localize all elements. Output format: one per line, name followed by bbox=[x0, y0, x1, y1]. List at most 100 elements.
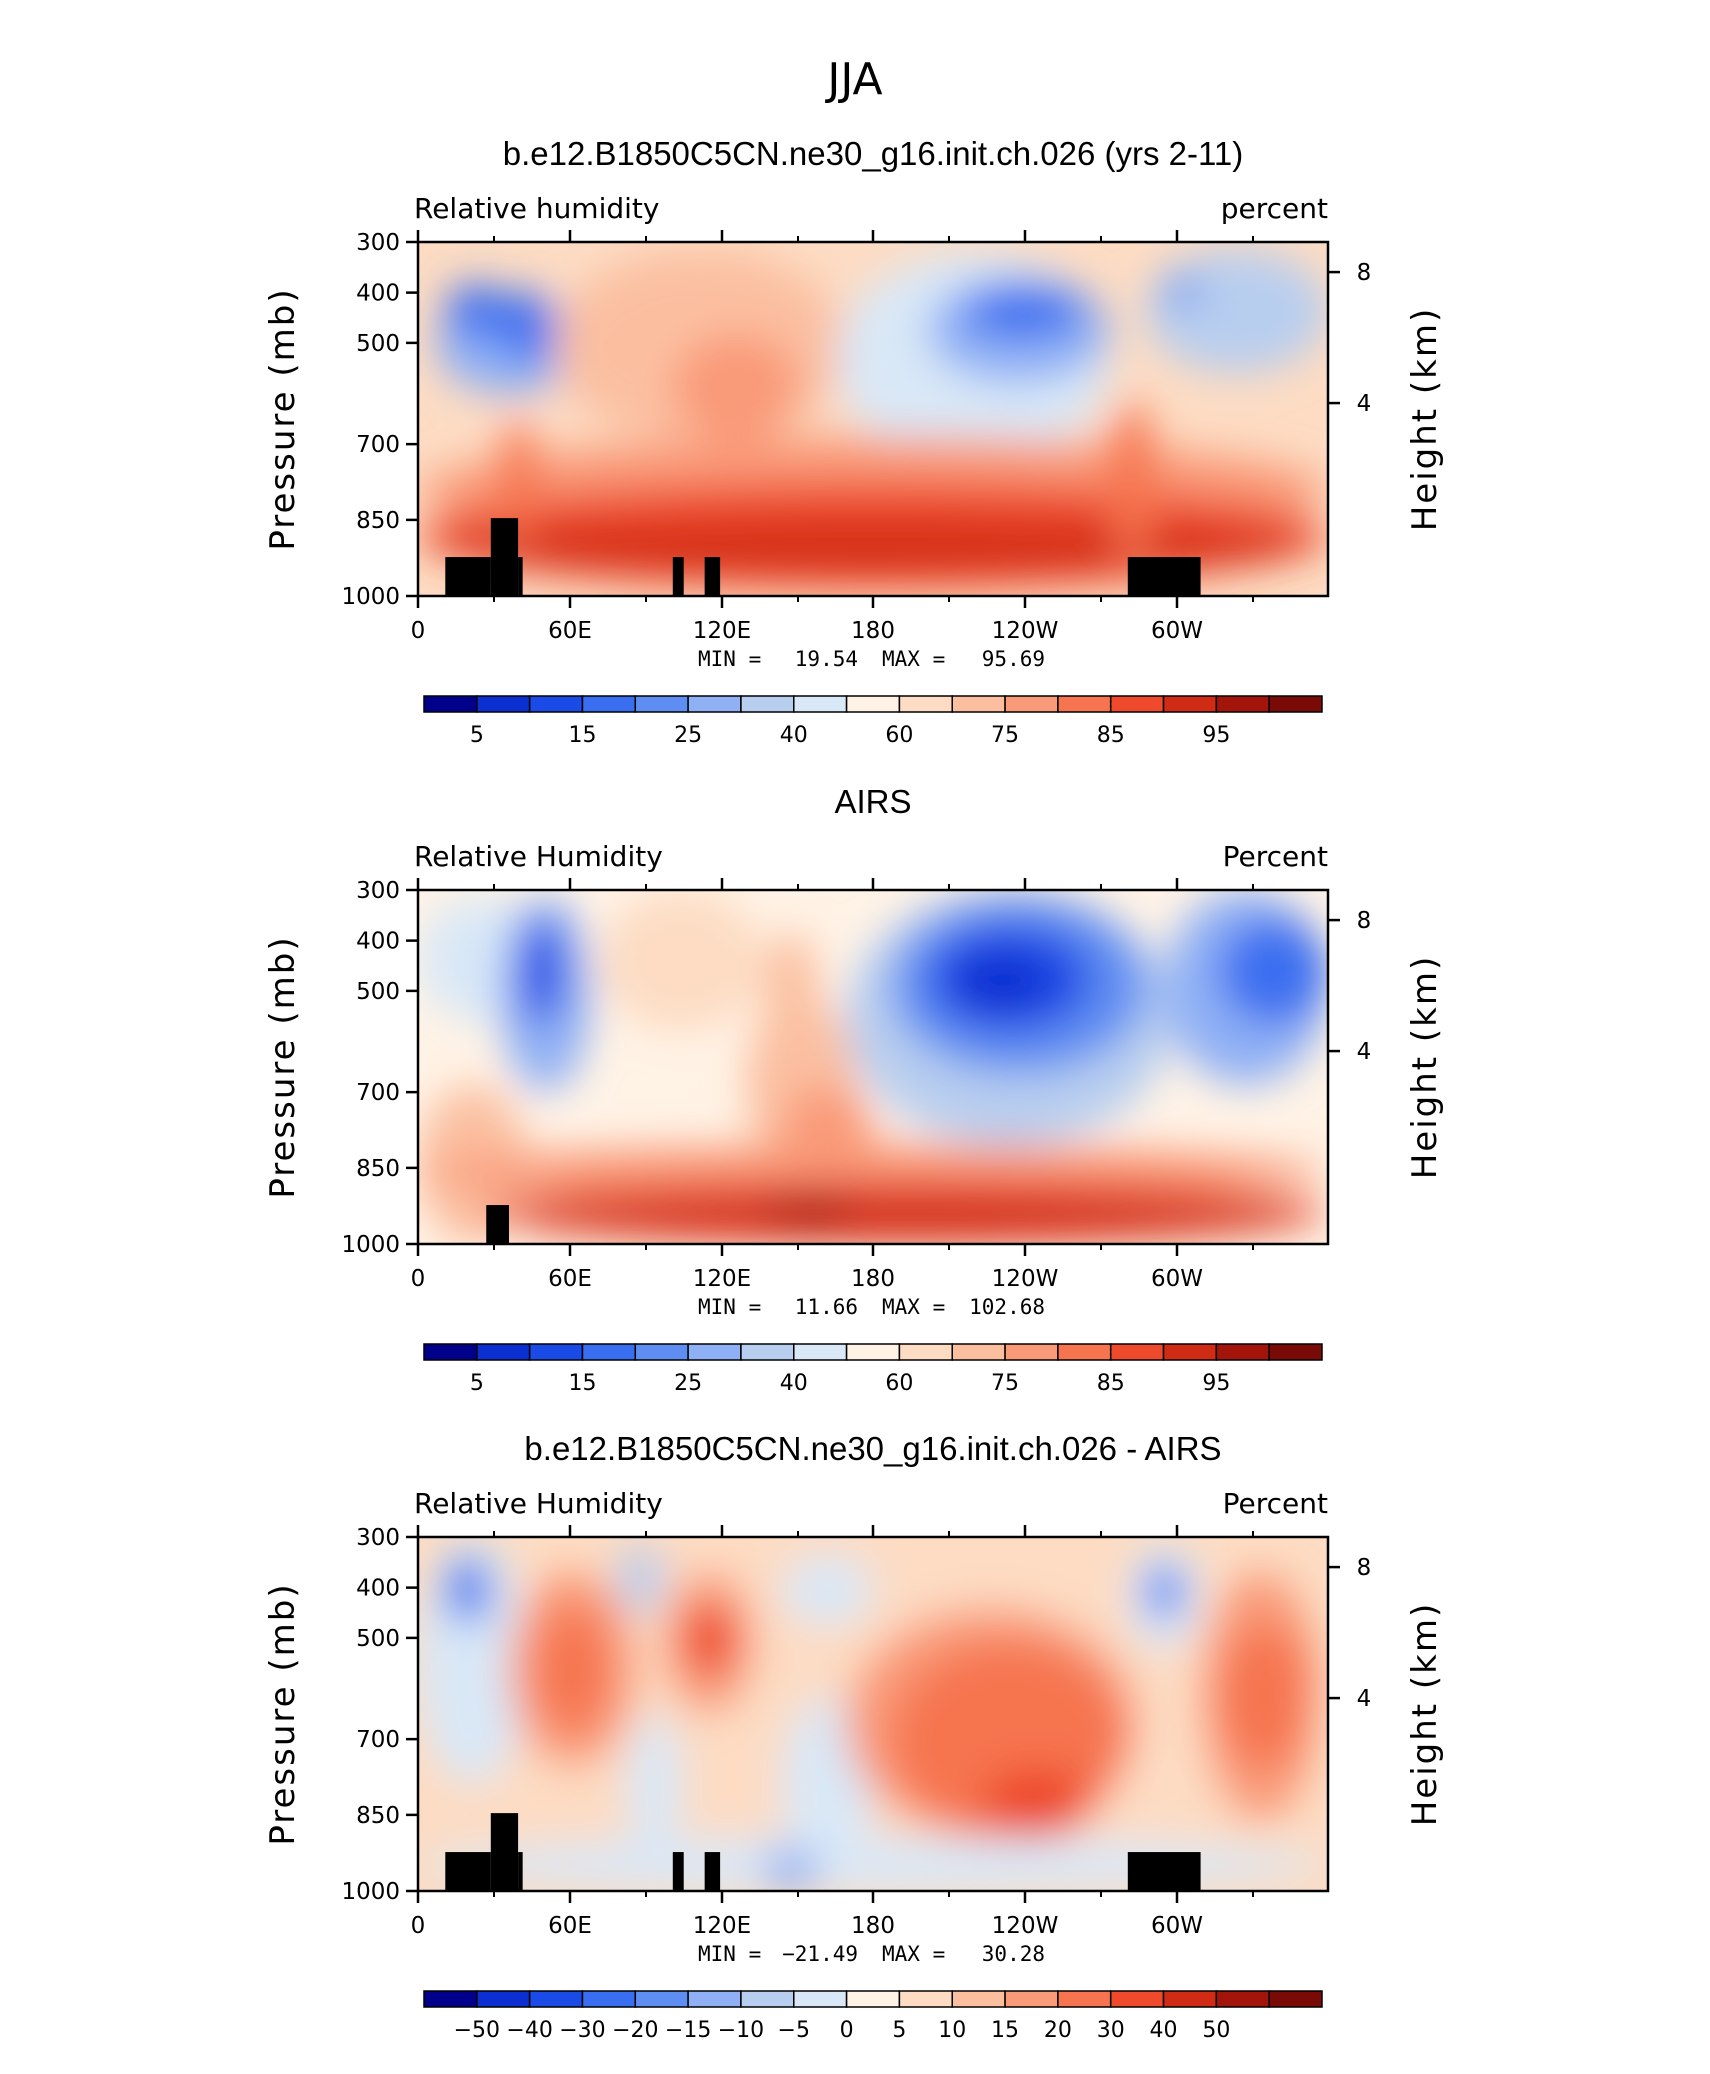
y-right-tick-label: 4 bbox=[1357, 1686, 1372, 1712]
colorbar-swatch bbox=[898, 1343, 953, 1361]
min-value: 19.54 bbox=[795, 647, 858, 671]
colorbar-swatch bbox=[1162, 1990, 1218, 2008]
colorbar-swatch bbox=[951, 1343, 1006, 1361]
max-label: MAX = bbox=[882, 1942, 945, 1966]
colorbar-label: 20 bbox=[1044, 2018, 1072, 2043]
x-tick-label: 60W bbox=[1151, 1913, 1203, 1939]
x-tick-label: 60E bbox=[548, 1266, 592, 1292]
units-label: percent bbox=[1221, 192, 1328, 225]
colorbar-swatch bbox=[423, 1990, 478, 2008]
colorbar-label: −30 bbox=[559, 2018, 605, 2043]
contour-region bbox=[418, 1837, 1328, 1891]
colorbar-label: 60 bbox=[885, 1371, 913, 1396]
y-axis-title: Pressure (mb) bbox=[263, 935, 303, 1198]
colorbar-swatch bbox=[1268, 1990, 1323, 2008]
colorbar-swatch bbox=[581, 695, 637, 713]
suptitle: JJA bbox=[824, 54, 882, 105]
colorbar-swatch bbox=[845, 695, 901, 713]
y-tick-label: 850 bbox=[356, 1803, 400, 1829]
colorbar-label: 50 bbox=[1202, 2018, 1230, 2043]
y-tick-label: 850 bbox=[356, 1156, 400, 1182]
colorbar-swatch bbox=[1109, 1343, 1165, 1361]
colorbar-label: 0 bbox=[840, 2018, 854, 2043]
colorbar-label: 40 bbox=[1150, 2018, 1178, 2043]
colorbar-label: 25 bbox=[674, 723, 702, 748]
colorbar-swatch bbox=[687, 1990, 742, 2008]
x-tick-label: 60E bbox=[548, 1913, 592, 1939]
contour-region bbox=[536, 1607, 610, 1732]
y-right-tick-label: 4 bbox=[1357, 391, 1372, 417]
colorbar-swatch bbox=[423, 695, 478, 713]
colorbar-swatch bbox=[951, 695, 1006, 713]
y-tick-label: 1000 bbox=[341, 1232, 400, 1258]
max-label: MAX = bbox=[882, 647, 945, 671]
contour-region bbox=[445, 284, 509, 338]
colorbar-swatch bbox=[740, 1343, 795, 1361]
topography-mask bbox=[518, 557, 523, 596]
topography-mask bbox=[672, 557, 684, 596]
colorbar-label: 40 bbox=[780, 1371, 808, 1396]
min-label: MIN = bbox=[698, 1295, 761, 1319]
colorbar-label: 95 bbox=[1202, 1371, 1230, 1396]
panel-3: b.e12.B1850C5CN.ne30_g16.init.ch.026 - A… bbox=[263, 1430, 1445, 2043]
colorbar-swatch bbox=[634, 1990, 689, 2008]
colorbar-swatch bbox=[423, 1343, 478, 1361]
contour-region bbox=[954, 953, 1046, 1011]
colorbar-swatch bbox=[1057, 1343, 1112, 1361]
colorbar-label: −10 bbox=[718, 2018, 764, 2043]
contour-region bbox=[681, 1607, 737, 1672]
min-value: −21.49 bbox=[782, 1942, 858, 1966]
colorbar-swatch bbox=[1215, 1990, 1270, 2008]
colorbar-swatch bbox=[898, 695, 953, 713]
contour-field bbox=[418, 242, 1328, 596]
colorbar-label: 15 bbox=[991, 2018, 1019, 2043]
colorbar-swatch bbox=[528, 1990, 584, 2008]
y-axis-right-title: Height (km) bbox=[1405, 1602, 1445, 1827]
topography-mask bbox=[704, 557, 721, 596]
x-tick-label: 120E bbox=[693, 618, 751, 644]
x-tick-label: 180 bbox=[851, 618, 895, 644]
topography-mask bbox=[445, 1852, 491, 1891]
topography-mask bbox=[704, 1852, 721, 1891]
contour-region bbox=[982, 1767, 1092, 1838]
contour-region bbox=[672, 334, 801, 441]
contour-region bbox=[509, 1194, 1310, 1237]
max-label: MAX = bbox=[882, 1295, 945, 1319]
colorbar-swatch bbox=[1215, 695, 1270, 713]
colorbar-swatch bbox=[1004, 695, 1059, 713]
colorbar-swatch bbox=[1057, 1990, 1112, 2008]
colorbar-label: 75 bbox=[991, 1371, 1019, 1396]
colorbar-swatch bbox=[793, 695, 848, 713]
contour-region bbox=[964, 284, 1083, 338]
y-tick-label: 300 bbox=[356, 878, 400, 904]
colorbar-swatch bbox=[581, 1990, 637, 2008]
x-tick-label: 0 bbox=[411, 618, 426, 644]
topography-mask bbox=[518, 1852, 523, 1891]
contour-region bbox=[782, 1554, 873, 1626]
contour-region bbox=[1109, 401, 1156, 561]
colorbar-swatch bbox=[687, 1343, 742, 1361]
y-tick-label: 1000 bbox=[341, 584, 400, 610]
contour-region bbox=[436, 525, 1310, 568]
colorbar-label: −50 bbox=[454, 2018, 500, 2043]
colorbar-label: 40 bbox=[780, 723, 808, 748]
contour-region bbox=[1218, 918, 1328, 1025]
y-tick-label: 500 bbox=[356, 331, 400, 357]
colorbar-swatch bbox=[476, 1343, 531, 1361]
colorbar-label: 5 bbox=[892, 2018, 906, 2043]
max-value: 95.69 bbox=[982, 647, 1045, 671]
topography-mask bbox=[490, 1813, 519, 1891]
x-tick-label: 180 bbox=[851, 1913, 895, 1939]
min-value: 11.66 bbox=[795, 1295, 858, 1319]
y-axis-title: Pressure (mb) bbox=[263, 1582, 303, 1845]
y-tick-label: 300 bbox=[356, 230, 400, 256]
colorbar-swatch bbox=[581, 1343, 637, 1361]
panel-1: b.e12.B1850C5CN.ne30_g16.init.ch.026 (yr… bbox=[263, 135, 1445, 748]
y-tick-label: 500 bbox=[356, 979, 400, 1005]
colorbar-swatch bbox=[793, 1990, 848, 2008]
x-tick-label: 0 bbox=[411, 1266, 426, 1292]
contour-region bbox=[1146, 1565, 1183, 1619]
colorbar-label: −20 bbox=[612, 2018, 658, 2043]
min-label: MIN = bbox=[698, 1942, 761, 1966]
